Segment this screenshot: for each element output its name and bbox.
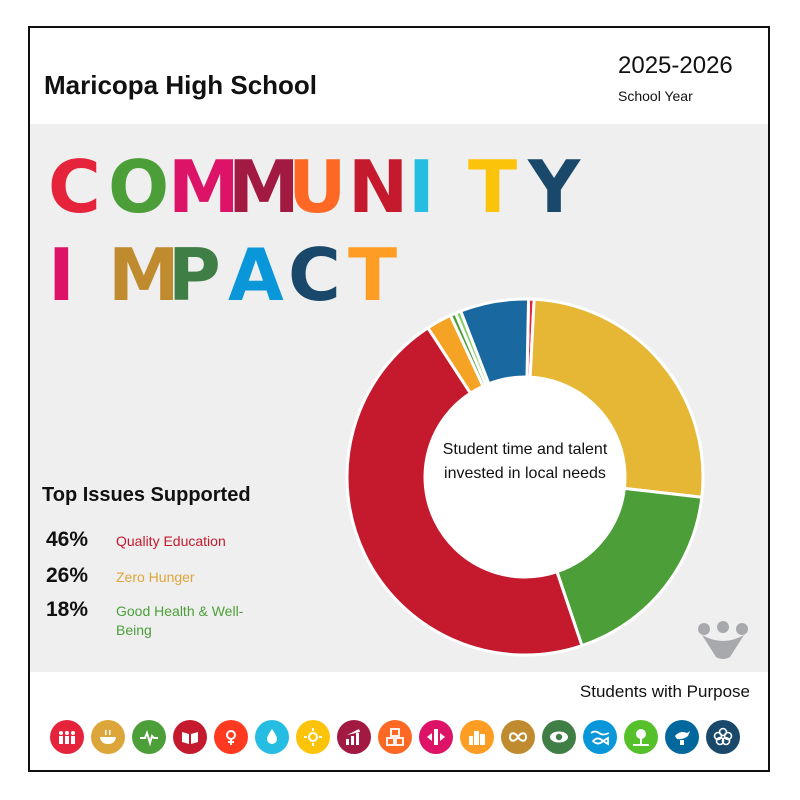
- headline-community-letter: U: [288, 145, 346, 229]
- sustainable-cities-icon: [460, 720, 494, 754]
- headline-community-letter: Y: [527, 145, 581, 229]
- school-year-label: School Year: [618, 88, 693, 104]
- headline-community-letter: C: [48, 145, 101, 229]
- headline-community-letter: N: [348, 145, 408, 229]
- headline-impact-letter: I: [48, 233, 75, 317]
- headline-impact-letter: A: [228, 233, 284, 317]
- clean-energy-icon: [296, 720, 330, 754]
- donut-center-label: Student time and talent invested in loca…: [442, 441, 608, 482]
- clean-water-icon: [255, 720, 289, 754]
- responsible-consumption-icon: [501, 720, 535, 754]
- industry-innovation-icon: [378, 720, 412, 754]
- headline-line-impact: I MP A C T: [48, 233, 397, 317]
- issue-percentage: 26%: [46, 564, 89, 587]
- headline-community-letter: I: [408, 145, 435, 229]
- donut-hole: [425, 377, 625, 577]
- headline-community-letter: M: [228, 145, 300, 229]
- infographic-frame: Maricopa High School 2025-2026 School Ye…: [28, 26, 770, 772]
- school-name: Maricopa High School: [44, 70, 318, 100]
- issue-percentage: 18%: [46, 598, 89, 621]
- decent-work-icon: [337, 720, 371, 754]
- headline-community-letter: O: [108, 145, 169, 229]
- headline-community-letter: M: [168, 145, 240, 229]
- header: Maricopa High School 2025-2026 School Ye…: [30, 28, 768, 124]
- issue-name: Quality Education: [116, 533, 226, 549]
- issue-name: Good Health & Well-Being: [116, 603, 244, 638]
- tagline: Students with Purpose: [579, 682, 750, 701]
- school-year-range: 2025-2026: [618, 52, 733, 79]
- brand-logo-icon: [698, 621, 748, 659]
- zero-hunger-icon: [91, 720, 125, 754]
- donut-chart: [345, 297, 705, 657]
- partnerships-icon: [706, 720, 740, 754]
- life-on-land-icon: [624, 720, 658, 754]
- no-poverty-icon: [50, 720, 84, 754]
- sdg-icon-row: [50, 720, 750, 756]
- headline-impact-letter: T: [348, 233, 397, 317]
- issue-name: Zero Hunger: [116, 569, 195, 585]
- climate-action-icon: [542, 720, 576, 754]
- top-issues-title: Top Issues Supported: [42, 484, 251, 506]
- peace-justice-icon: [665, 720, 699, 754]
- life-below-water-icon: [583, 720, 617, 754]
- quality-education-icon: [173, 720, 207, 754]
- issue-percentage: 46%: [46, 528, 89, 551]
- headline-impact-letter: C: [288, 233, 341, 317]
- headline-impact-letter: P: [168, 233, 221, 317]
- gender-equality-icon: [214, 720, 248, 754]
- good-health-icon: [132, 720, 166, 754]
- headline-community-letter: T: [468, 145, 517, 229]
- reduced-inequalities-icon: [419, 720, 453, 754]
- headline-impact-letter: M: [108, 233, 180, 317]
